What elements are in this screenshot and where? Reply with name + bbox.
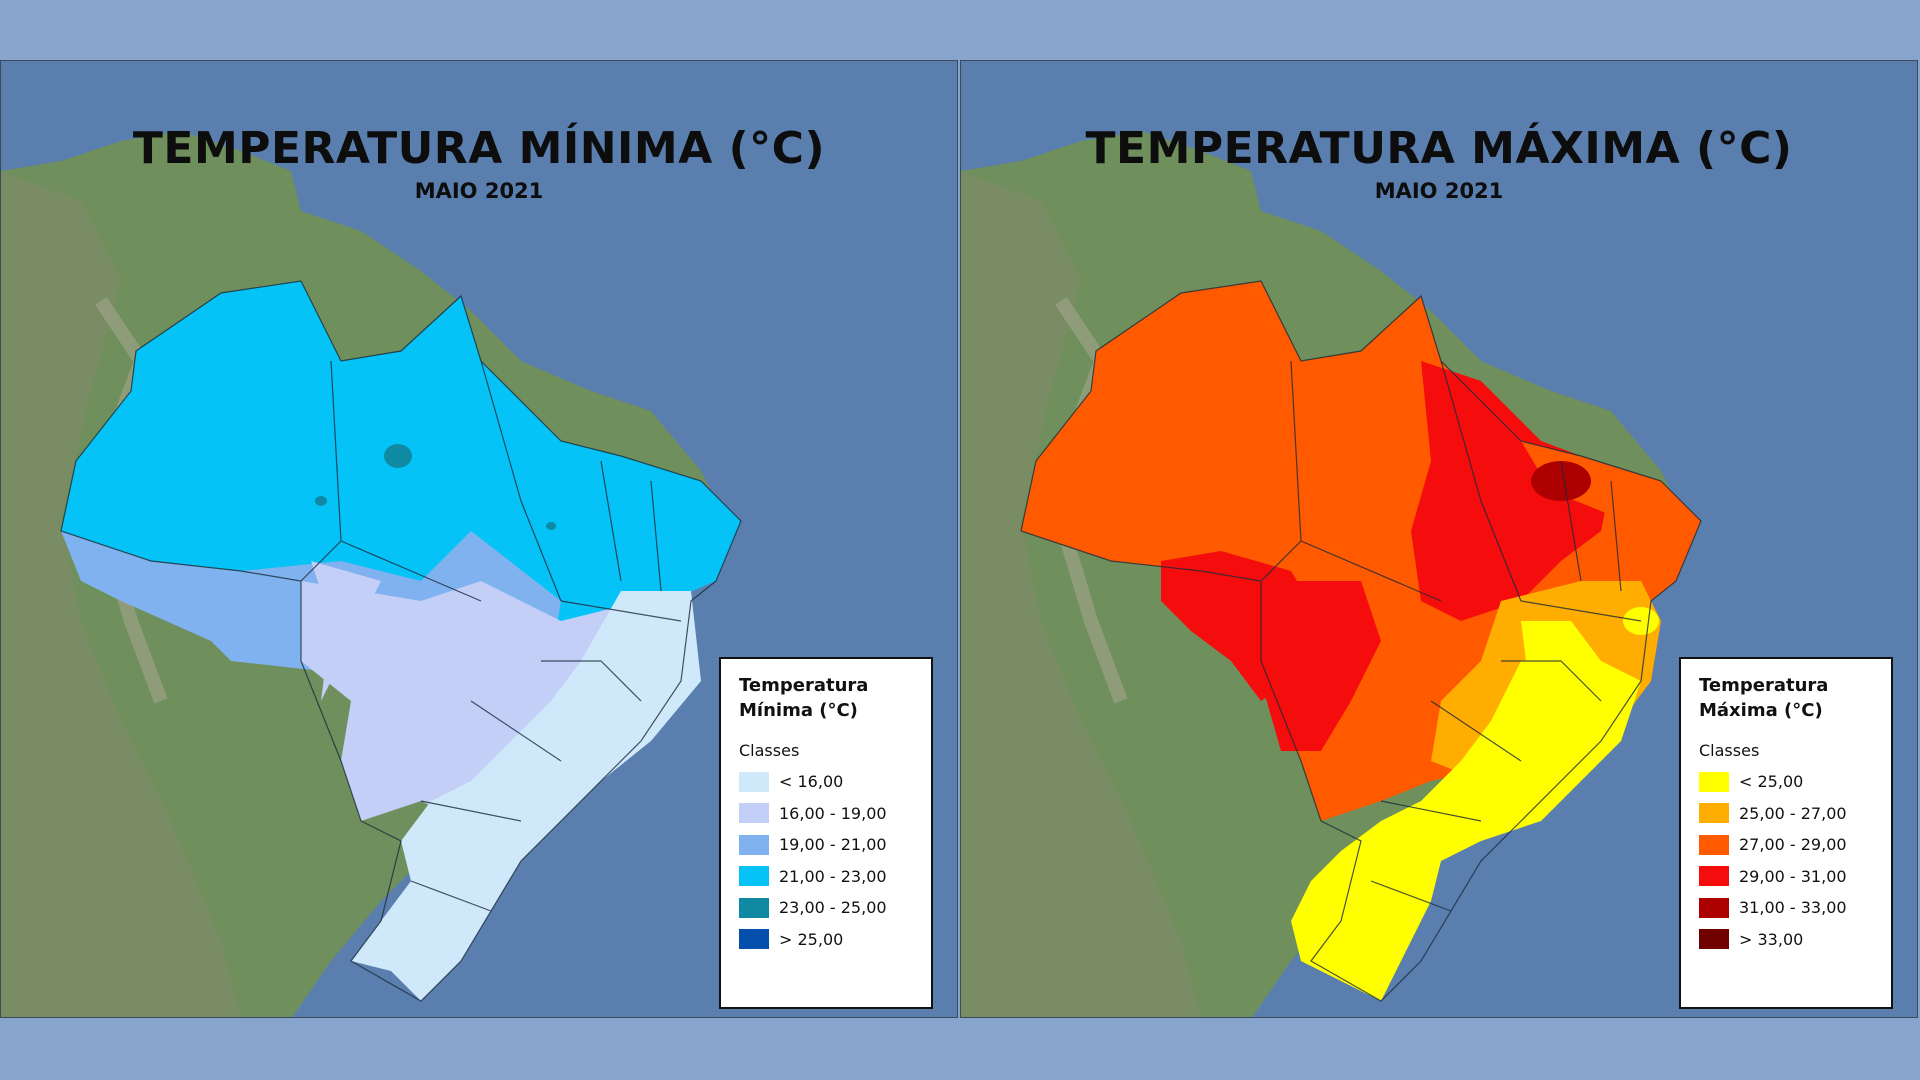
- max-map-title: TEMPERATURA MÁXIMA (°C): [1085, 123, 1793, 174]
- legend-item-label: 29,00 - 31,00: [1739, 866, 1847, 886]
- legend-swatch: [739, 929, 769, 950]
- legend-swatch: [1699, 929, 1729, 950]
- legend-classes-label: Classes: [1699, 741, 1760, 760]
- legend-swatch: [739, 803, 769, 824]
- legend-item-label: 16,00 - 19,00: [779, 803, 887, 823]
- max-map-graphic: [961, 61, 1917, 1017]
- legend-title-line2: Mínima (°C): [739, 700, 858, 721]
- legend-classes-label: Classes: [739, 741, 800, 760]
- legend-swatch: [1699, 803, 1729, 824]
- min-map-graphic: [1, 61, 957, 1017]
- zone-lt-25: [1291, 651, 1641, 1001]
- legend-swatch: [1699, 866, 1729, 887]
- legend-item: > 25,00: [739, 924, 931, 956]
- legend-item-label: 25,00 - 27,00: [1739, 803, 1847, 823]
- legend-item: 21,00 - 23,00: [739, 861, 931, 893]
- min-temperature-map-panel: TEMPERATURA MÍNIMA (°C) MAIO 2021 Temper…: [0, 60, 958, 1018]
- legend-item: 23,00 - 25,00: [739, 892, 931, 924]
- max-map-subtitle: MAIO 2021: [1374, 179, 1504, 203]
- max-temperature-map-panel: TEMPERATURA MÁXIMA (°C) MAIO 2021 Temper…: [960, 60, 1918, 1018]
- legend-item: 16,00 - 19,00: [739, 798, 931, 830]
- min-map-legend: Temperatura Mínima (°C) Classes < 16,00 …: [719, 657, 933, 1009]
- legend-title-line2: Máxima (°C): [1699, 700, 1823, 721]
- legend-item: 25,00 - 27,00: [1699, 798, 1891, 830]
- legend-item-label: > 25,00: [779, 929, 844, 949]
- min-map-subtitle: MAIO 2021: [414, 179, 544, 203]
- legend-item: 31,00 - 33,00: [1699, 892, 1891, 924]
- legend-swatch: [1699, 897, 1729, 918]
- legend-swatch: [739, 866, 769, 887]
- legend-swatch: [739, 834, 769, 855]
- legend-item: < 25,00: [1699, 766, 1891, 798]
- legend-item: 27,00 - 29,00: [1699, 829, 1891, 861]
- legend-swatch: [739, 897, 769, 918]
- legend-item-label: 31,00 - 33,00: [1739, 898, 1847, 918]
- legend-item: 19,00 - 21,00: [739, 829, 931, 861]
- legend-item-label: 23,00 - 25,00: [779, 898, 887, 918]
- zone-lt-16: [351, 591, 701, 1001]
- legend-item: 29,00 - 31,00: [1699, 861, 1891, 893]
- legend-item-label: < 16,00: [779, 772, 844, 792]
- legend-item-label: < 25,00: [1739, 772, 1804, 792]
- legend-item-label: 19,00 - 21,00: [779, 835, 887, 855]
- zone-29-31-northeast: [1411, 361, 1611, 621]
- legend-item-label: 21,00 - 23,00: [779, 866, 887, 886]
- legend-item-label: > 33,00: [1739, 929, 1804, 949]
- min-map-title: TEMPERATURA MÍNIMA (°C): [132, 123, 826, 174]
- legend-item-label: 27,00 - 29,00: [1739, 835, 1847, 855]
- legend-swatch: [1699, 771, 1729, 792]
- legend-title-line1: Temperatura: [739, 675, 869, 696]
- max-map-legend: Temperatura Máxima (°C) Classes < 25,00 …: [1679, 657, 1893, 1009]
- legend-swatch: [739, 771, 769, 792]
- legend-item: < 16,00: [739, 766, 931, 798]
- legend-swatch: [1699, 834, 1729, 855]
- legend-item: > 33,00: [1699, 924, 1891, 956]
- legend-title-line1: Temperatura: [1699, 675, 1829, 696]
